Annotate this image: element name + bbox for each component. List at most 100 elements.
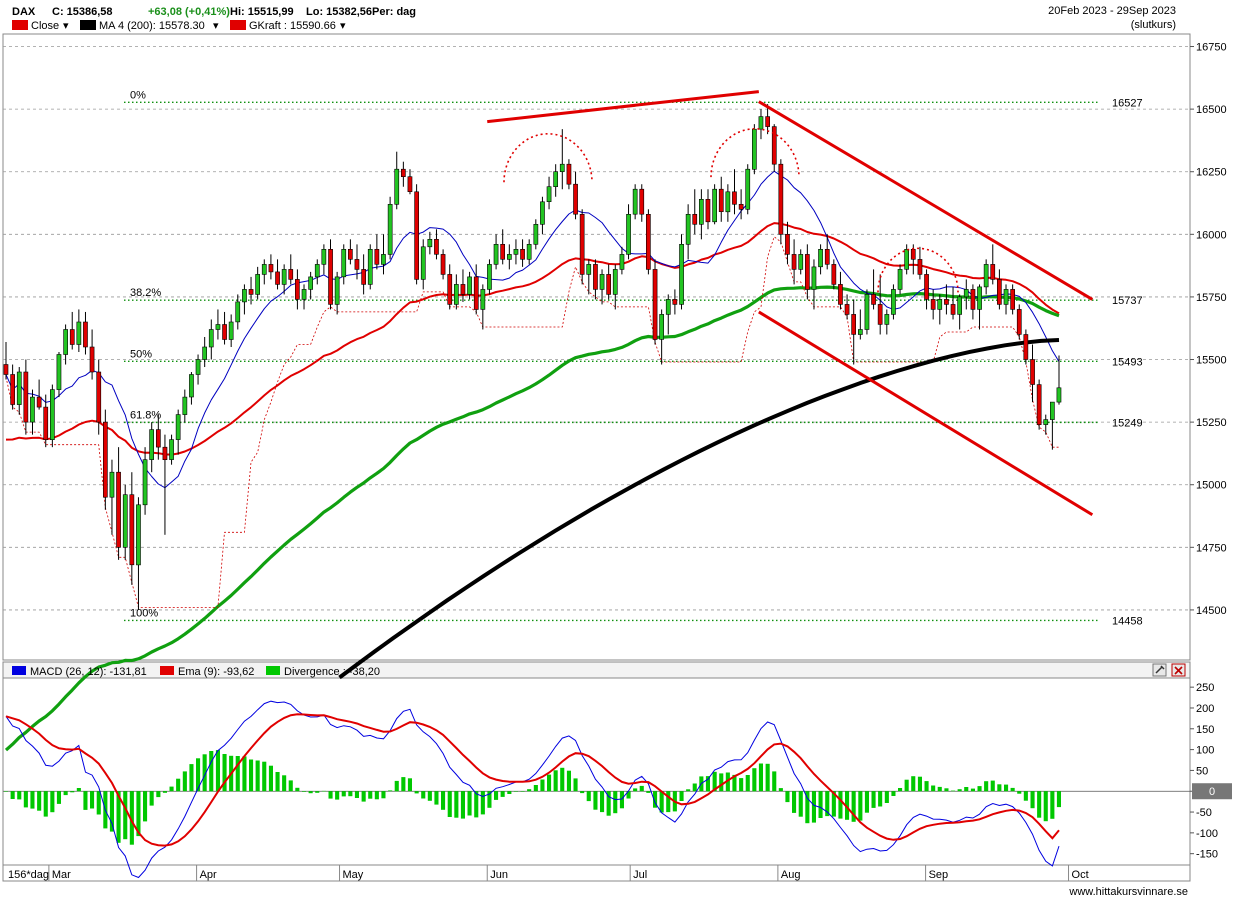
divergence-bar	[613, 791, 618, 814]
divergence-bar	[931, 785, 936, 792]
candle-body	[665, 299, 671, 315]
candle-body	[540, 201, 545, 225]
divergence-bar	[454, 791, 459, 818]
legend-ma200[interactable]: MA 4 (200): 15578.30 ▾	[80, 20, 219, 32]
candle-body	[381, 254, 386, 265]
divergence-bar	[494, 791, 499, 800]
fibonacci-levels: 0% 16527 38.2% 15737 50% 15493 61.8% 15249 100% 1…	[124, 89, 1143, 627]
divergence-bar	[606, 791, 611, 816]
divergence-bar	[745, 775, 750, 792]
divergence-bar	[1043, 791, 1048, 822]
legend-gkraft[interactable]: GKraft : 15590.66 ▾	[230, 20, 346, 32]
candle-body	[202, 346, 208, 360]
divergence-bar	[679, 791, 684, 801]
candle-body	[195, 359, 201, 375]
wrench-icon[interactable]	[1152, 663, 1167, 677]
candle-body	[990, 264, 996, 280]
divergence-bar	[196, 758, 201, 792]
candle-body	[692, 214, 698, 225]
divergence-bar	[798, 791, 803, 817]
divergence-bar	[712, 771, 717, 792]
fib-percent-label: 50%	[130, 348, 152, 360]
candle-body	[950, 304, 956, 315]
divergence-bar	[109, 791, 114, 832]
rounded-top-arc	[710, 128, 800, 178]
price-axis: 14500 14750 15000 15250 15500 15750 16000 16250…	[1190, 42, 1227, 617]
candle-body	[526, 244, 532, 260]
divergence-bar	[600, 791, 605, 813]
divergence-bar	[136, 791, 141, 837]
candle-body	[857, 329, 863, 335]
divergence-bar	[917, 776, 922, 792]
divergence-bar	[845, 791, 850, 820]
chevron-down-icon[interactable]: ▾	[213, 20, 219, 32]
gkraft-swatch	[230, 20, 246, 30]
candle-body	[626, 214, 631, 255]
candle-body	[765, 116, 770, 127]
candle-body	[844, 304, 850, 315]
candle-body	[162, 446, 168, 461]
divergence-bar	[911, 776, 916, 792]
candle-body	[49, 389, 55, 441]
divergence-bar	[354, 791, 359, 798]
candle-body	[69, 329, 75, 345]
candle-body	[533, 224, 539, 245]
divergence-bar	[580, 791, 585, 794]
divergence-bar	[904, 779, 909, 792]
candle-body	[983, 264, 989, 288]
fib-percent-label: 100%	[130, 607, 158, 619]
candle-body	[30, 396, 35, 423]
legend-close[interactable]: Close ▾	[12, 20, 69, 32]
candle-body	[573, 183, 578, 215]
fib-value-label: 15737	[1112, 295, 1143, 307]
divergence-bar	[215, 750, 220, 792]
candle-body	[467, 276, 472, 295]
bars-label: 156*dag	[8, 869, 49, 881]
divergence-bar	[169, 786, 174, 792]
divergence-bar	[772, 771, 777, 792]
divergence-bar	[394, 780, 399, 792]
divergence-bar	[23, 791, 28, 808]
close-icon[interactable]	[1171, 663, 1186, 677]
zero-marker-label: 0	[1209, 786, 1215, 798]
candle-body	[387, 204, 393, 255]
chevron-down-icon[interactable]: ▾	[63, 20, 69, 32]
divergence-bar	[739, 778, 744, 792]
candle-body	[142, 459, 148, 506]
divergence-bar	[407, 778, 412, 792]
candle-body	[891, 289, 896, 315]
divergence-bar	[43, 791, 48, 817]
price-basis: (slutkurs)	[1131, 19, 1176, 31]
divergence-bar	[262, 761, 267, 792]
candle-body	[76, 321, 82, 345]
candle-body	[434, 239, 439, 255]
divergence-bar	[401, 777, 406, 792]
candle-body	[248, 289, 254, 295]
divergence-bar	[209, 751, 214, 792]
candle-body	[1036, 384, 1042, 426]
candle-body	[930, 299, 936, 310]
divergence-bar	[467, 791, 472, 816]
candle-body	[712, 188, 717, 223]
candle-body	[89, 346, 95, 373]
chevron-down-icon[interactable]: ▾	[340, 20, 346, 32]
candle-body	[851, 314, 856, 335]
month-label: Oct	[1072, 869, 1089, 881]
macd-legend-label: MACD (26, 12): -131,81	[30, 666, 147, 678]
support-dotted-line	[5, 236, 1059, 608]
candle-body	[818, 249, 823, 268]
divergence-bar	[990, 780, 995, 792]
divergence-bar	[427, 791, 432, 801]
ema-line	[5, 713, 1060, 847]
month-label: Jun	[490, 869, 508, 881]
candle-body	[771, 126, 777, 165]
ma-red-line	[5, 222, 1060, 456]
macd-line	[5, 700, 1060, 879]
candle-body	[16, 371, 22, 405]
macd-tick-label: -50	[1196, 807, 1212, 819]
watermark: www.hittakursvinnare.se	[1068, 886, 1188, 898]
divergence-bar	[149, 791, 154, 806]
divergence-bar	[275, 772, 280, 792]
divergence-bar	[778, 788, 783, 792]
